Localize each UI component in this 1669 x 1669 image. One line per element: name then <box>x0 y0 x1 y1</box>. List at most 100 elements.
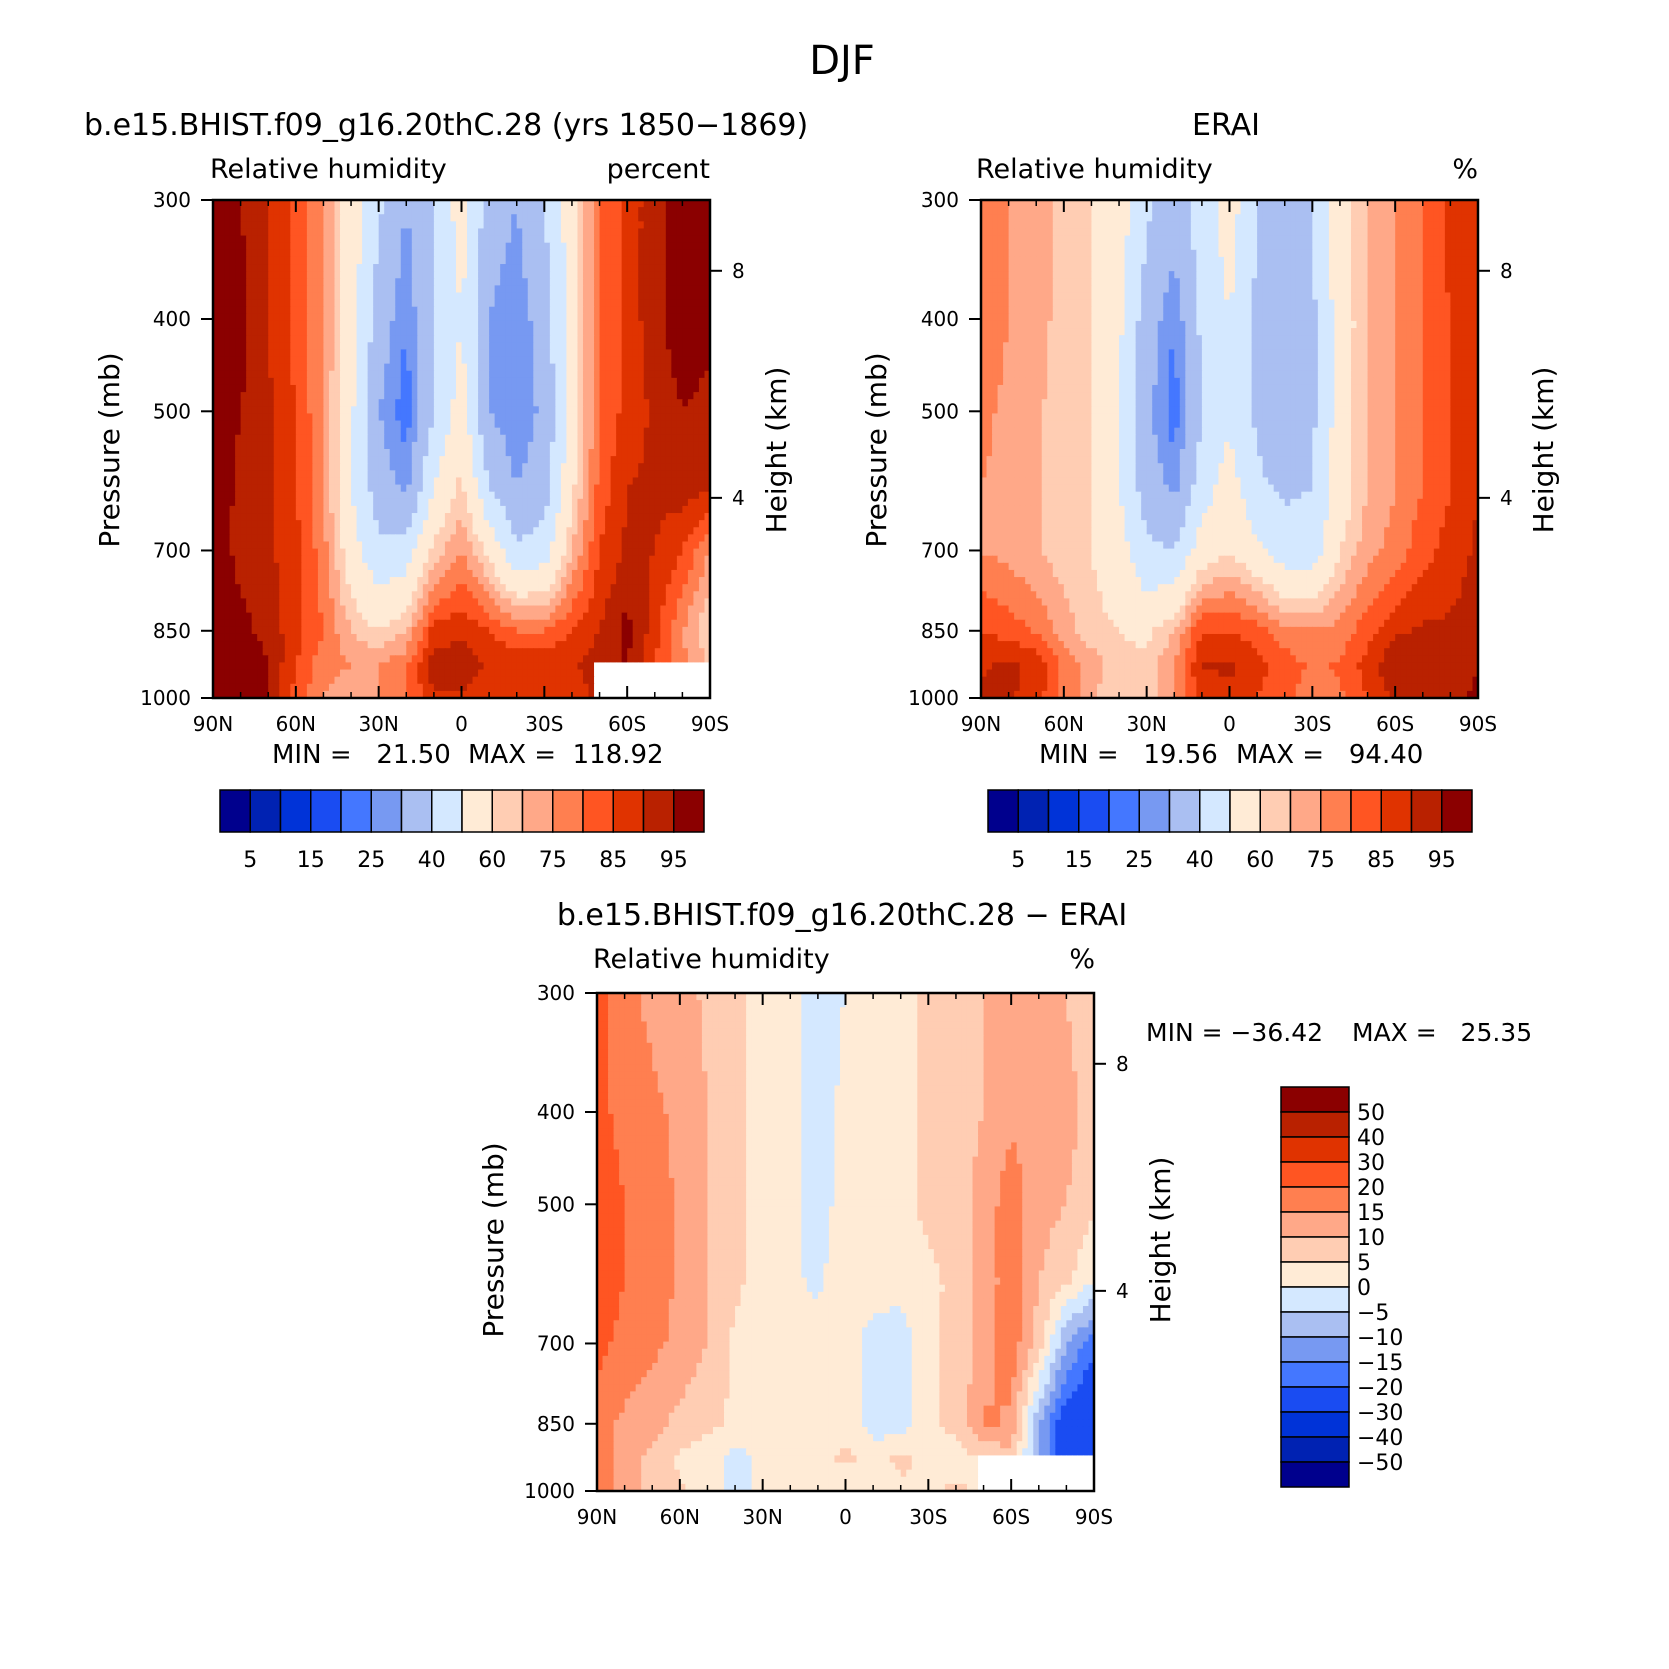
field-cell <box>417 442 423 450</box>
field-cell <box>611 428 617 436</box>
field-cell <box>390 307 396 315</box>
field-cell <box>301 307 307 315</box>
field-cell <box>401 221 407 229</box>
field-cell <box>649 499 655 507</box>
field-cell <box>605 534 611 542</box>
field-cell <box>688 285 694 293</box>
field-cell <box>688 321 694 329</box>
field-cell <box>379 214 385 222</box>
field-cell <box>257 364 263 372</box>
field-cell <box>401 278 407 286</box>
field-cell <box>489 221 495 229</box>
field-cell <box>544 392 550 400</box>
field-cell <box>445 570 451 578</box>
field-cell <box>522 428 528 436</box>
field-cell <box>467 357 473 365</box>
field-cell <box>279 228 285 236</box>
field-cell <box>373 214 379 222</box>
field-cell <box>450 456 456 464</box>
field-cell <box>638 214 644 222</box>
field-cell <box>660 563 666 571</box>
field-cell <box>688 264 694 272</box>
field-cell <box>583 527 589 535</box>
field-cell <box>539 342 545 350</box>
field-cell <box>230 221 236 229</box>
field-cell <box>583 364 589 372</box>
field-cell <box>594 342 600 350</box>
field-cell <box>605 371 611 379</box>
field-cell <box>550 278 556 286</box>
field-cell <box>655 399 661 407</box>
field-cell <box>340 463 346 471</box>
field-cell <box>224 357 230 365</box>
field-cell <box>224 349 230 357</box>
field-cell <box>412 485 418 493</box>
field-cell <box>450 392 456 400</box>
field-cell <box>589 406 595 414</box>
field-cell <box>572 278 578 286</box>
field-cell <box>279 527 285 535</box>
field-cell <box>329 485 335 493</box>
field-cell <box>693 250 699 258</box>
field-cell <box>555 527 561 535</box>
field-cell <box>644 228 650 236</box>
field-cell <box>390 449 396 457</box>
field-cell <box>550 321 556 329</box>
field-cell <box>583 413 589 421</box>
field-cell <box>252 591 258 599</box>
field-cell <box>682 506 688 514</box>
field-cell <box>268 264 274 272</box>
field-cell <box>644 442 650 450</box>
field-cell <box>649 456 655 464</box>
field-cell <box>257 278 263 286</box>
field-cell <box>230 435 236 443</box>
field-cell <box>622 236 628 244</box>
field-cell <box>390 278 396 286</box>
field-cell <box>660 321 666 329</box>
field-cell <box>478 577 484 585</box>
field-cell <box>279 470 285 478</box>
field-cell <box>357 456 363 464</box>
field-cell <box>252 385 258 393</box>
field-cell <box>660 549 666 557</box>
field-cell <box>390 421 396 429</box>
field-cell <box>544 499 550 507</box>
field-cell <box>423 549 429 557</box>
field-cell <box>660 470 666 478</box>
field-cell <box>555 413 561 421</box>
field-cell <box>550 250 556 258</box>
field-cell <box>412 577 418 585</box>
field-cell <box>362 278 368 286</box>
field-cell <box>230 477 236 485</box>
field-cell <box>373 513 379 521</box>
field-cell <box>224 392 230 400</box>
field-cell <box>473 221 479 229</box>
field-cell <box>693 371 699 379</box>
field-cell <box>346 577 352 585</box>
field-cell <box>329 520 335 528</box>
field-cell <box>307 556 313 564</box>
field-cell <box>539 214 545 222</box>
field-cell <box>395 485 401 493</box>
field-cell <box>373 449 379 457</box>
field-cell <box>633 300 639 308</box>
field-cell <box>484 520 490 528</box>
field-cell <box>368 556 374 564</box>
field-cell <box>257 385 263 393</box>
field-cell <box>368 314 374 322</box>
field-cell <box>572 349 578 357</box>
field-cell <box>428 520 434 528</box>
field-cell <box>274 250 280 258</box>
field-cell <box>478 278 484 286</box>
field-cell <box>456 549 462 557</box>
field-cell <box>445 406 451 414</box>
field-cell <box>528 321 534 329</box>
field-cell <box>390 250 396 258</box>
field-cell <box>561 413 567 421</box>
field-cell <box>467 314 473 322</box>
field-cell <box>495 228 501 236</box>
field-cell <box>456 243 462 251</box>
field-cell <box>434 406 440 414</box>
field-cell <box>638 349 644 357</box>
field-cell <box>572 506 578 514</box>
